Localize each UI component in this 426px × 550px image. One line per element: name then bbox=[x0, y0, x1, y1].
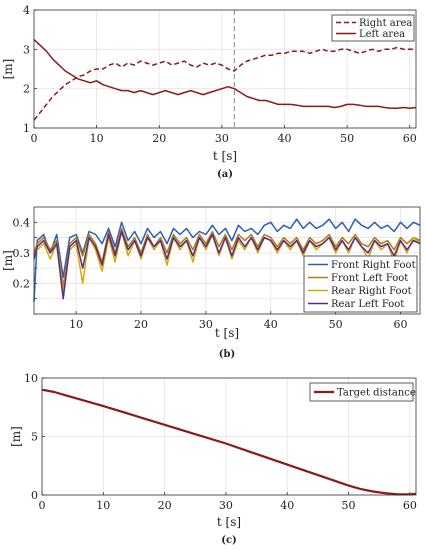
panel-a-xtick-label: 60 bbox=[403, 132, 417, 145]
panel-c-ytick-label: 5 bbox=[31, 431, 38, 444]
panel-c-legend: Target distance bbox=[309, 382, 416, 402]
panel-b-series-front-left-foot bbox=[33, 227, 421, 288]
panel-c-axes-frame bbox=[41, 377, 417, 496]
panel-c-y-axis-label: [m] bbox=[9, 426, 23, 447]
panel-c-xtick-label: 10 bbox=[96, 499, 110, 512]
panel-c-x-axis-label: t [s] bbox=[217, 515, 241, 529]
panel-b-legend-entry-rear-left-foot: Rear Left Foot bbox=[331, 299, 404, 310]
panel-a-panel-label: (a) bbox=[217, 169, 233, 180]
panel-a-xtick-label: 0 bbox=[31, 132, 38, 145]
panel-a-legend-entry-right-area: Right area bbox=[359, 18, 412, 29]
panel-a-legend-box bbox=[331, 14, 415, 42]
panel-b-xtick-label: 20 bbox=[134, 318, 148, 331]
panel-a-ytick-label: 2 bbox=[23, 83, 30, 96]
panel-c-legend-box bbox=[309, 382, 414, 402]
panel-a-xtick-label: 20 bbox=[152, 132, 166, 145]
panel-a-xtick-label: 30 bbox=[215, 132, 229, 145]
panel-a-chart: 0 10 20 30 40 50 60 1 2 3 4 t [s] [m] (a) Right areaLe… bbox=[1, 4, 417, 180]
panel-a-series-right-area bbox=[33, 46, 416, 121]
panel-b-xtick-label: 60 bbox=[394, 318, 408, 331]
panel-a-axes-frame bbox=[33, 9, 417, 129]
panel-a-legend-entry-left-area: Left area bbox=[359, 29, 405, 40]
panel-b-xtick-label: 10 bbox=[69, 318, 83, 331]
panel-a-series-left-area bbox=[33, 38, 417, 110]
panel-a-xtick-label: 10 bbox=[90, 132, 104, 145]
panel-c-xtick-label: 0 bbox=[39, 499, 46, 512]
panel-b-legend-entry-rear-right-foot: Rear Right Foot bbox=[331, 286, 412, 297]
panel-a-x-axis-label: t [s] bbox=[213, 149, 237, 163]
panel-a-y-axis-label: [m] bbox=[1, 59, 15, 80]
panel-c-series-target-distance bbox=[41, 388, 417, 496]
panel-b-ytick-label: 0.4 bbox=[13, 216, 31, 229]
panel-b-legend-entry-front-right-foot: Front Right Foot bbox=[331, 260, 416, 271]
panel-b-axes-frame bbox=[33, 206, 421, 315]
panel-b-legend: Front Right Foot Front Left Foot Rear Righ… bbox=[303, 255, 418, 313]
panel-b-legend-entry-front-left-foot: Front Left Foot bbox=[331, 273, 408, 284]
panel-c-legend-entry-target-distance: Target distance bbox=[337, 388, 416, 399]
panel-c-xtick-label: 60 bbox=[403, 499, 417, 512]
panel-b-legend-box bbox=[303, 255, 418, 313]
panel-c-panel-label: (c) bbox=[221, 535, 237, 546]
panel-b-x-axis-label: t [s] bbox=[215, 326, 239, 340]
panel-a-ytick-label: 1 bbox=[23, 122, 30, 135]
panel-a-ytick-label: 3 bbox=[23, 43, 30, 56]
panel-b-chart: 10 20 30 40 50 60 0.2 0.3 0.4 t [s] [m] (b) Front Ri… bbox=[1, 206, 421, 360]
panel-c-xtick-label: 30 bbox=[219, 499, 233, 512]
panel-a-xtick-label: 40 bbox=[277, 132, 291, 145]
panel-c-ytick-label: 10 bbox=[24, 372, 38, 385]
panel-b-series-rear-left-foot bbox=[33, 230, 421, 300]
panel-c-ytick-label: 0 bbox=[31, 489, 38, 502]
panel-b-xtick-label: 40 bbox=[264, 318, 278, 331]
panel-b-xtick-label: 30 bbox=[199, 318, 213, 331]
panel-b-series-front-right-foot bbox=[33, 218, 421, 302]
panel-b-ytick-label: 0.2 bbox=[13, 277, 31, 290]
panel-a-ytick-label: 4 bbox=[23, 4, 30, 17]
panel-b-panel-label: (b) bbox=[219, 349, 235, 360]
panel-b-y-axis-label: [m] bbox=[1, 250, 15, 271]
panel-c-xtick-label: 40 bbox=[280, 499, 294, 512]
panel-c-chart: 0 10 20 30 40 50 60 0 5 10 t [s] [m] (c) Target dista… bbox=[9, 372, 417, 546]
panel-c-xtick-label: 50 bbox=[342, 499, 356, 512]
panel-a-xtick-label: 50 bbox=[340, 132, 354, 145]
panel-b-ytick-label: 0.3 bbox=[13, 247, 31, 260]
panel-c-xtick-label: 20 bbox=[158, 499, 172, 512]
panel-b-xtick-label: 50 bbox=[329, 318, 343, 331]
